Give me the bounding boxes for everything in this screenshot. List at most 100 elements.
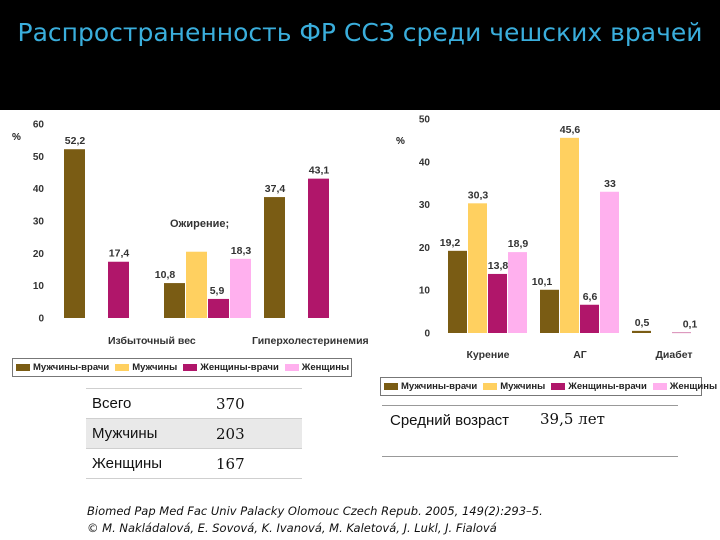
bar-женщины-врачи-1 [488, 273, 507, 333]
legend-item-мужчины-врачи: Мужчины-врачи [16, 362, 109, 373]
y-tick-label: 40 [419, 157, 431, 168]
legend-swatch [551, 383, 566, 390]
legend-item-женщины: Женщины [652, 381, 718, 392]
y-tick-label: 50 [33, 152, 45, 163]
category-label: Курение [467, 349, 510, 361]
risk-factors-chart-right: % 0 10 20 30 40 50 19,2 30,3 13,8 18,9 Курение 10,1 4… [396, 115, 698, 362]
citation-line-2: © M. Nakládalová, E. Sovová, K. Ivanová,… [87, 521, 497, 535]
legend-item-мужчины: Мужчины [115, 362, 177, 373]
y-axis-label: % [396, 136, 405, 147]
data-label: 43,1 [309, 165, 330, 177]
bar-мужчины-врачи-2 [540, 289, 559, 333]
table-cell-value: 370 [210, 388, 302, 419]
bar-женщины-врачи-3 [672, 332, 691, 334]
mean-age-label: Средний возраст [390, 412, 510, 429]
bar-женщины-2 [230, 258, 251, 318]
bar-мужчины-2 [560, 137, 579, 333]
y-tick-label: 10 [419, 286, 431, 297]
data-label: 0,5 [635, 317, 650, 329]
table-cell-label: Женщины [86, 448, 210, 479]
legend-label: Женщины [301, 362, 350, 373]
bar-женщины-1 [508, 252, 527, 333]
legend-swatch [284, 364, 299, 371]
category-label: Гиперхолестеринемия [252, 335, 369, 347]
bar-мужчины-врачи-3 [264, 197, 285, 318]
citation-line-1: Biomed Pap Med Fac Univ Palacky Olomouc … [87, 504, 543, 518]
y-tick-label: 40 [33, 184, 45, 195]
slide-title: Распространенность ФР ССЗ среди чешских … [17, 18, 703, 47]
data-label: 33 [604, 178, 616, 190]
legend-item-мужчины: Мужчины [483, 381, 545, 392]
bar-женщины-врачи-3 [308, 178, 329, 318]
legend-item-женщины-врачи: Женщины-врачи [551, 381, 647, 392]
data-label: 13,8 [488, 260, 509, 272]
y-tick-label: 20 [419, 243, 431, 254]
data-label: 5,9 [210, 285, 225, 297]
category-label: АГ [573, 349, 587, 361]
legend-swatch [183, 364, 198, 371]
bar-мужчины-2 [186, 251, 207, 318]
data-label: 19,2 [440, 237, 461, 249]
legend-item-мужчины-врачи: Мужчины-врачи [384, 381, 477, 392]
category-label: Диабет [655, 349, 692, 361]
participants-table: Всего 370 Мужчины 203 Женщины 167 [86, 388, 302, 479]
legend-left: Мужчины-врачи Мужчины Женщины-врачи Женщины [12, 358, 352, 377]
mean-age-box: Средний возраст 39,5 лет [382, 405, 678, 457]
legend-swatch [483, 383, 498, 390]
table-cell-value: 167 [210, 448, 302, 479]
bar-женщины-врачи-2 [208, 298, 229, 318]
data-label: 6,6 [583, 291, 598, 303]
legend-swatch [384, 383, 398, 390]
data-label: 52,2 [65, 135, 86, 147]
y-axis-label: % [12, 132, 21, 143]
table-row: Женщины 167 [86, 448, 302, 479]
bar-мужчины-врачи-1 [448, 250, 467, 333]
bar-мужчины-1 [468, 203, 487, 333]
y-tick-label: 10 [33, 281, 45, 292]
legend-label: Мужчины-врачи [33, 362, 110, 373]
legend-swatch [115, 364, 130, 371]
bar-женщины-врачи-1 [108, 261, 129, 318]
bar-мужчины-врачи-2 [164, 283, 185, 318]
bar-мужчины-врачи-1 [64, 149, 85, 318]
data-label: 0,1 [683, 319, 698, 331]
table-row: Всего 370 [86, 388, 302, 419]
y-tick-label: 50 [419, 115, 431, 126]
citation: Biomed Pap Med Fac Univ Palacky Olomouc … [87, 503, 543, 537]
risk-factors-chart-left: % 0 10 20 30 40 50 60 52,2 17,4 Избыточный вес 10,8… [12, 120, 369, 348]
legend-label: Мужчины [500, 381, 546, 392]
legend-swatch [16, 364, 30, 371]
mean-age-value: 39,5 лет [540, 410, 605, 428]
bar-мужчины-врачи-3 [632, 330, 651, 333]
table-cell-label: Всего [86, 388, 210, 419]
legend-label: Мужчины [132, 362, 178, 373]
legend-right: Мужчины-врачи Мужчины Женщины-врачи Женщины [380, 377, 717, 396]
y-tick-label: 60 [33, 120, 45, 131]
data-label: 10,1 [532, 276, 553, 288]
data-label: 18,9 [508, 238, 529, 250]
y-tick-label: 20 [33, 249, 45, 260]
legend-item-женщины: Женщины [284, 362, 350, 373]
y-tick-label: 30 [33, 217, 45, 228]
data-label: 17,4 [109, 248, 130, 260]
table-row: Мужчины 203 [86, 418, 302, 449]
legend-label: Женщины-врачи [568, 381, 647, 392]
data-label: 18,3 [231, 245, 252, 257]
category-label: Избыточный вес [108, 335, 196, 347]
y-tick-label: 0 [38, 314, 44, 325]
legend-label: Мужчины-врачи [401, 381, 478, 392]
bar-женщины-2 [600, 191, 619, 333]
y-tick-label: 0 [424, 329, 430, 340]
legend-label: Женщины-врачи [200, 362, 279, 373]
data-label: 10,8 [155, 269, 176, 281]
data-label: 37,4 [265, 183, 286, 195]
legend-label: Женщины [669, 381, 718, 392]
legend-swatch [652, 383, 667, 390]
chart-annotation: Ожирение; [170, 218, 229, 230]
y-tick-label: 30 [419, 200, 431, 211]
bar-женщины-врачи-2 [580, 304, 599, 333]
data-label: 30,3 [468, 189, 489, 201]
data-label: 45,6 [560, 124, 581, 136]
table-cell-label: Мужчины [86, 418, 210, 449]
table-cell-value: 203 [210, 418, 302, 449]
